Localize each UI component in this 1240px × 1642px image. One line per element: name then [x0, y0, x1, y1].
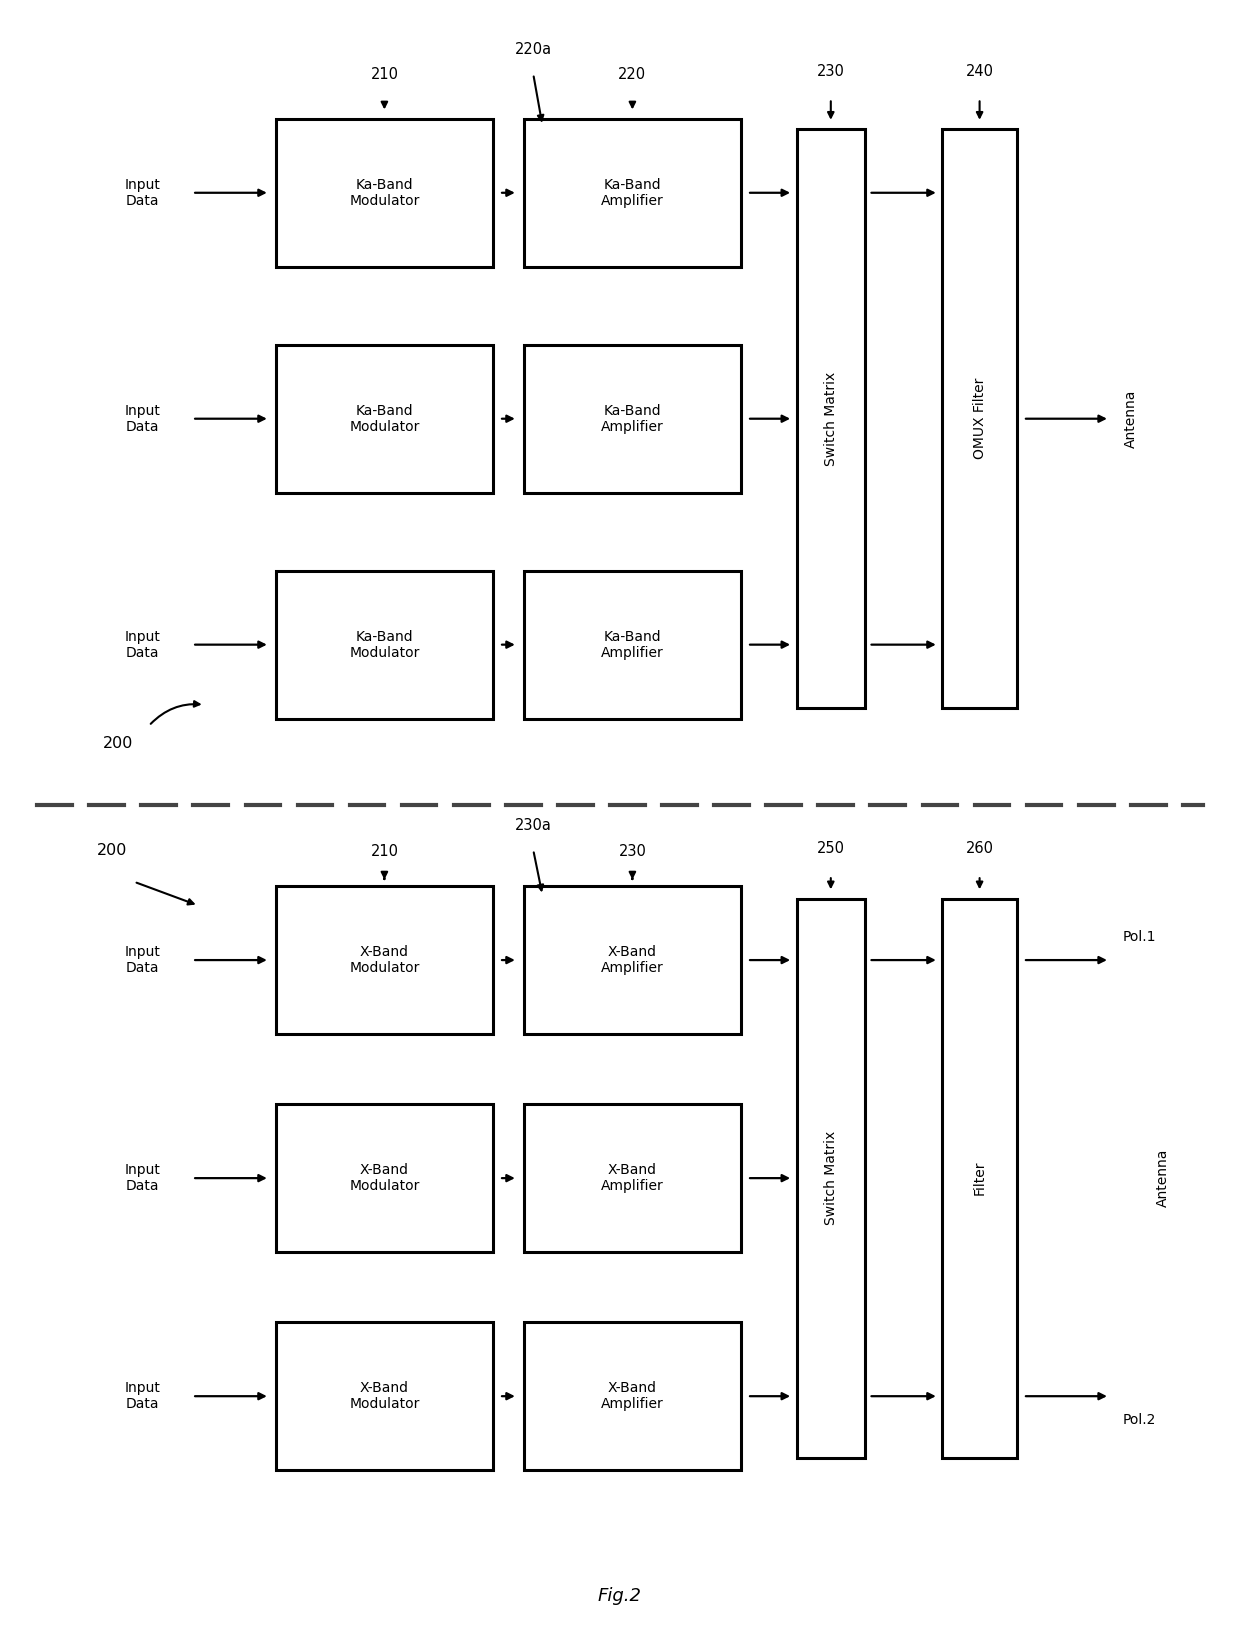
Text: 210: 210	[371, 844, 398, 859]
Text: 200: 200	[97, 842, 126, 857]
Text: Filter: Filter	[972, 1161, 987, 1195]
FancyBboxPatch shape	[797, 130, 866, 708]
FancyBboxPatch shape	[523, 571, 740, 719]
Text: 220: 220	[619, 67, 646, 82]
FancyBboxPatch shape	[275, 887, 492, 1034]
Text: 250: 250	[817, 841, 844, 855]
Text: 230a: 230a	[515, 818, 552, 832]
FancyBboxPatch shape	[523, 345, 740, 493]
Text: X-Band
Modulator: X-Band Modulator	[350, 1163, 419, 1194]
Text: Ka-Band
Amplifier: Ka-Band Amplifier	[601, 629, 663, 660]
FancyBboxPatch shape	[523, 887, 740, 1034]
Text: 230: 230	[619, 844, 646, 859]
Text: 200: 200	[103, 736, 133, 750]
FancyBboxPatch shape	[275, 118, 492, 266]
Text: Pol.2: Pol.2	[1122, 1412, 1156, 1427]
Text: OMUX Filter: OMUX Filter	[972, 378, 987, 460]
FancyBboxPatch shape	[942, 898, 1017, 1458]
Text: Ka-Band
Amplifier: Ka-Band Amplifier	[601, 404, 663, 433]
Text: Input
Data: Input Data	[125, 177, 160, 209]
FancyBboxPatch shape	[942, 130, 1017, 708]
Text: Pol.1: Pol.1	[1122, 929, 1156, 944]
Text: Input
Data: Input Data	[125, 946, 160, 975]
Text: X-Band
Modulator: X-Band Modulator	[350, 946, 419, 975]
Text: Ka-Band
Modulator: Ka-Band Modulator	[350, 404, 419, 433]
FancyBboxPatch shape	[275, 571, 492, 719]
Text: X-Band
Modulator: X-Band Modulator	[350, 1381, 419, 1410]
Text: 210: 210	[371, 67, 398, 82]
Text: X-Band
Amplifier: X-Band Amplifier	[601, 1163, 663, 1194]
FancyBboxPatch shape	[523, 1103, 740, 1251]
Text: 240: 240	[966, 64, 993, 79]
Text: X-Band
Amplifier: X-Band Amplifier	[601, 946, 663, 975]
Text: Ka-Band
Amplifier: Ka-Band Amplifier	[601, 177, 663, 209]
Text: Input
Data: Input Data	[125, 1381, 160, 1410]
Text: X-Band
Amplifier: X-Band Amplifier	[601, 1381, 663, 1410]
FancyArrowPatch shape	[151, 701, 200, 724]
FancyBboxPatch shape	[275, 1322, 492, 1470]
Text: Input
Data: Input Data	[125, 404, 160, 433]
FancyBboxPatch shape	[275, 345, 492, 493]
Text: 220a: 220a	[515, 43, 552, 57]
FancyBboxPatch shape	[523, 118, 740, 266]
Text: Input
Data: Input Data	[125, 1163, 160, 1194]
FancyArrowPatch shape	[136, 883, 193, 905]
Text: 260: 260	[966, 841, 993, 855]
Text: Input
Data: Input Data	[125, 629, 160, 660]
Text: Ka-Band
Modulator: Ka-Band Modulator	[350, 177, 419, 209]
Text: Antenna: Antenna	[1156, 1149, 1171, 1207]
FancyBboxPatch shape	[797, 898, 866, 1458]
Text: Switch Matrix: Switch Matrix	[823, 1131, 838, 1225]
Text: Antenna: Antenna	[1123, 389, 1138, 448]
FancyBboxPatch shape	[275, 1103, 492, 1251]
Text: Ka-Band
Modulator: Ka-Band Modulator	[350, 629, 419, 660]
Text: Fig.2: Fig.2	[598, 1588, 642, 1604]
FancyBboxPatch shape	[523, 1322, 740, 1470]
Text: Switch Matrix: Switch Matrix	[823, 371, 838, 466]
Text: 230: 230	[817, 64, 844, 79]
